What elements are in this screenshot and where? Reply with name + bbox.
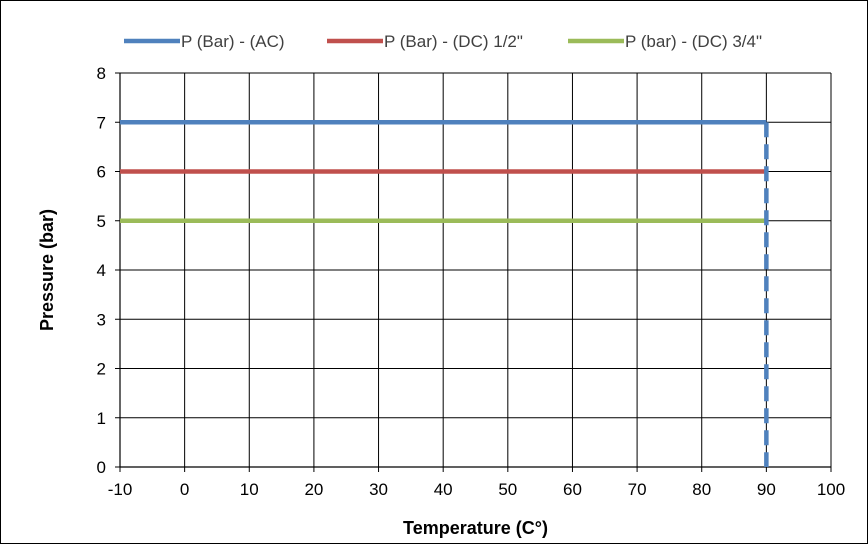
y-tick-label: 7 [97, 113, 106, 132]
x-tick-label: -10 [108, 480, 133, 499]
x-tick-label: 70 [628, 480, 647, 499]
y-tick-label: 2 [97, 360, 106, 379]
y-tick-label: 0 [97, 458, 106, 477]
grid [120, 72, 832, 467]
y-tick-label: 5 [97, 212, 106, 231]
x-tick-label: 0 [180, 480, 189, 499]
series-lines [120, 120, 769, 467]
x-tick-label: 80 [692, 480, 711, 499]
y-tick-label: 3 [97, 310, 106, 329]
x-tick-label: 30 [369, 480, 388, 499]
y-tick-label: 8 [97, 64, 106, 83]
y-axis-title: Pressure (bar) [37, 209, 57, 331]
y-tick-label: 1 [97, 409, 106, 428]
y-tick-label: 6 [97, 163, 106, 182]
x-tick-label: 40 [434, 480, 453, 499]
legend-label-1: P (Bar) - (AC) [181, 32, 285, 51]
x-tick-label: 60 [563, 480, 582, 499]
legend-label-2: P (Bar) - (DC) 1/2" [384, 32, 523, 51]
x-tick-label: 90 [757, 480, 776, 499]
x-tick-label: 10 [240, 480, 259, 499]
y-tick-label: 4 [97, 261, 106, 280]
x-tick-label: 100 [817, 480, 845, 499]
legend-label-3: P (bar) - (DC) 3/4" [625, 32, 762, 51]
x-axis-title: Temperature (C°) [403, 518, 548, 538]
legend: P (Bar) - (AC) P (Bar) - (DC) 1/2" P (bar)… [124, 32, 762, 51]
x-tick-label: 50 [498, 480, 517, 499]
x-tick-label: 20 [304, 480, 323, 499]
